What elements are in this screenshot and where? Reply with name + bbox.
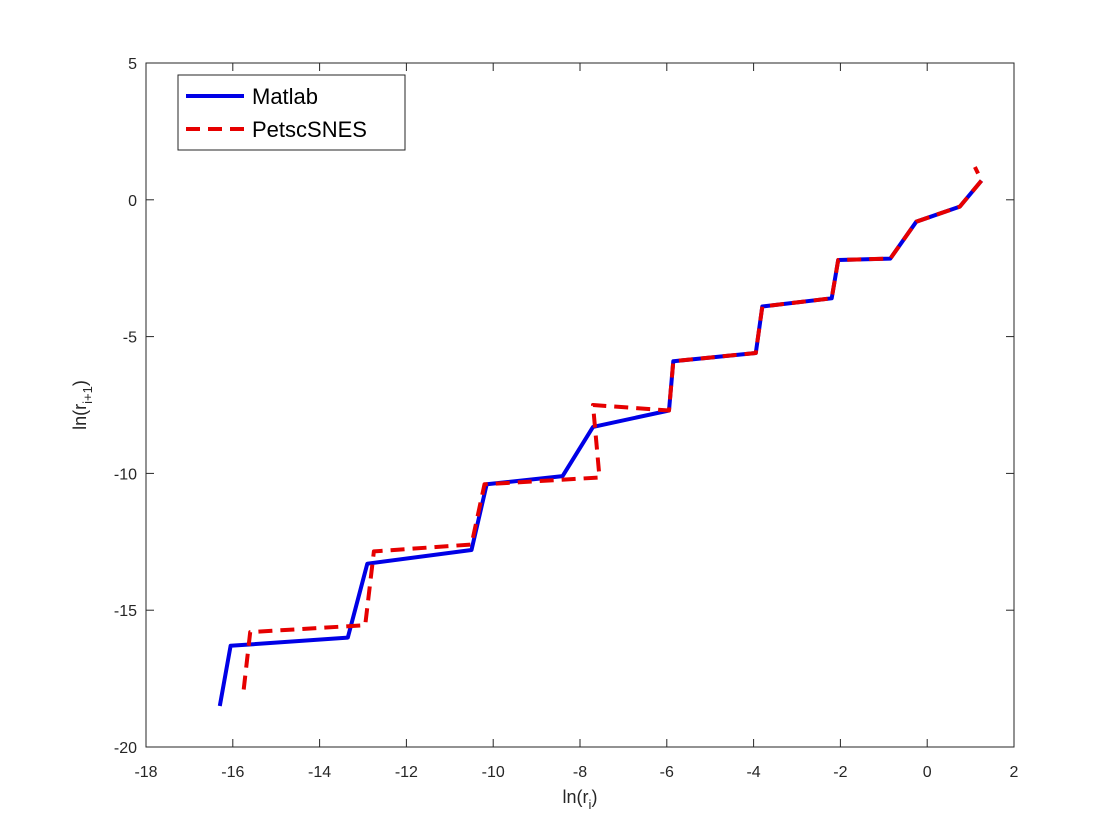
y-axis-label: ln(ri+1) — [70, 380, 95, 430]
x-tick-label: 2 — [1010, 764, 1019, 781]
legend-label-matlab: Matlab — [252, 84, 318, 109]
legend: Matlab PetscSNES — [177, 74, 406, 151]
x-tick-label: -18 — [134, 764, 157, 781]
legend-label-petscsnes: PetscSNES — [252, 117, 367, 142]
x-axis-label: ln(ri) — [563, 787, 598, 812]
legend-box — [177, 74, 406, 151]
x-tick-label: -10 — [482, 764, 505, 781]
y-tick-label: 5 — [128, 56, 137, 73]
series-layer — [217, 166, 984, 707]
x-tick-label: -8 — [573, 764, 587, 781]
x-axis-ticks: -18 -16 -14 -12 -10 -8 -6 -4 -2 0 2 — [134, 63, 1019, 781]
x-tick-label: -6 — [660, 764, 674, 781]
y-tick-label: 0 — [128, 193, 137, 210]
y-tick-label: -10 — [114, 466, 137, 483]
x-tick-label: -2 — [833, 764, 847, 781]
x-tick-label: -4 — [746, 764, 760, 781]
x-tick-label: -16 — [221, 764, 244, 781]
y-tick-label: -15 — [114, 603, 137, 620]
x-tick-label: 0 — [923, 764, 932, 781]
x-tick-label: -12 — [395, 764, 418, 781]
x-tick-label: -14 — [308, 764, 331, 781]
y-axis-ticks: -20 -15 -10 -5 0 5 — [114, 56, 1014, 757]
series-line-petscsnes — [241, 166, 984, 690]
y-tick-label: -5 — [123, 330, 137, 347]
y-tick-label: -20 — [114, 740, 137, 757]
